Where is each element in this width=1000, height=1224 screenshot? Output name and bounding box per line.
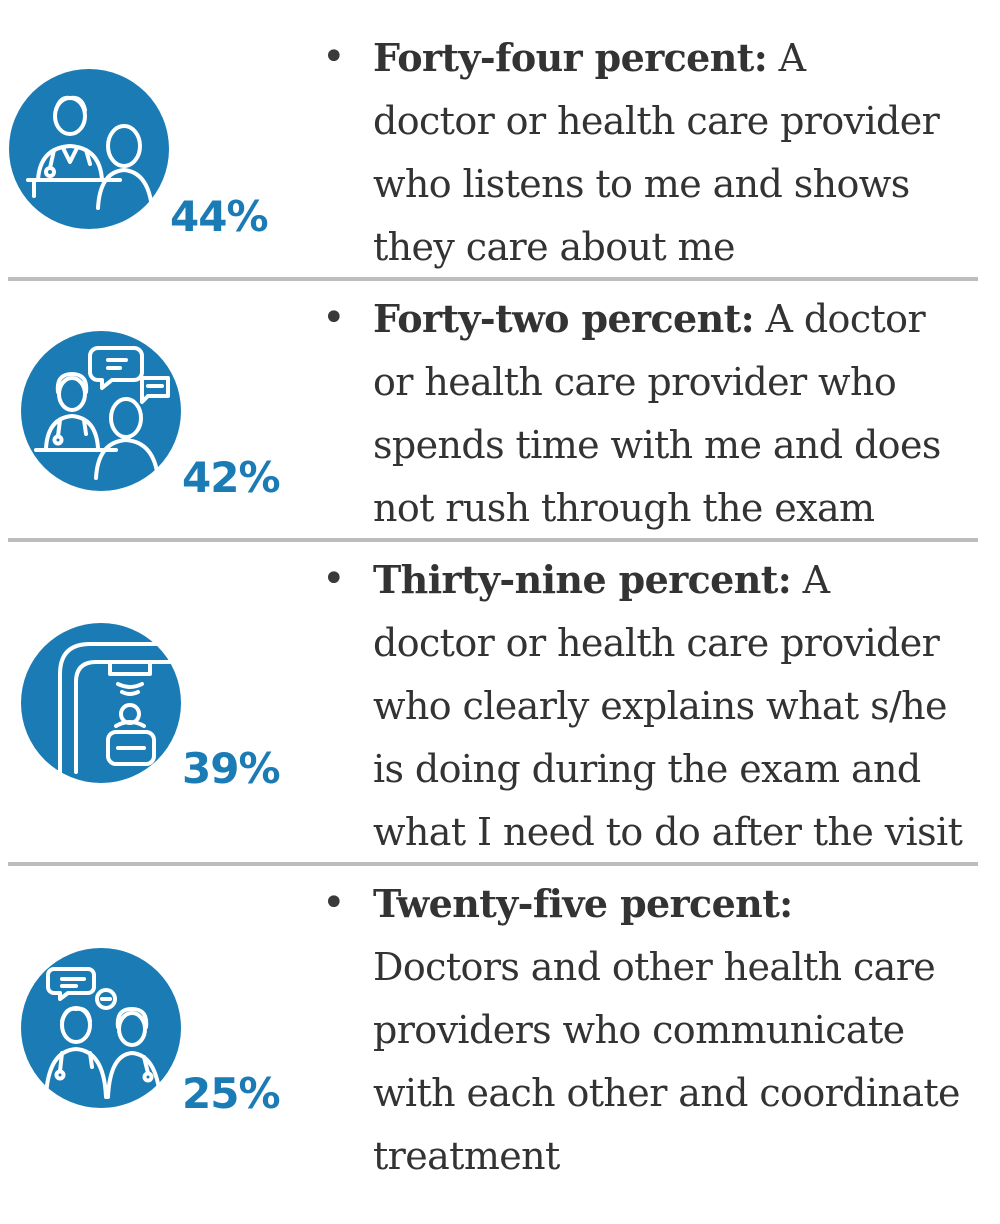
item-lead: Twenty-five percent: [373,881,793,926]
item-text: Twenty-five percent: Doctors and other he… [373,881,961,1178]
percent-value: 44% [170,192,269,241]
divider [8,862,978,866]
percent-value: 25% [182,1069,281,1118]
percent-value: 39% [182,744,281,793]
bullet: • [322,556,346,602]
doctor-patient-conversation-icon [20,330,182,492]
bullet: • [322,34,346,80]
item-text: Forty-two percent: A doctor or health car… [373,296,941,530]
doctors-communicating-icon [20,947,182,1109]
medical-scanner-icon [20,622,182,784]
item-lead: Forty-two percent: [373,296,755,341]
bullet: • [322,880,346,926]
divider [8,277,978,281]
item-lead: Forty-four percent: [373,35,768,80]
bullet: • [322,295,346,341]
percent-value: 42% [182,453,281,502]
divider [8,538,978,542]
item-lead: Thirty-nine percent: [373,557,792,602]
doctor-patient-icon [8,68,170,230]
